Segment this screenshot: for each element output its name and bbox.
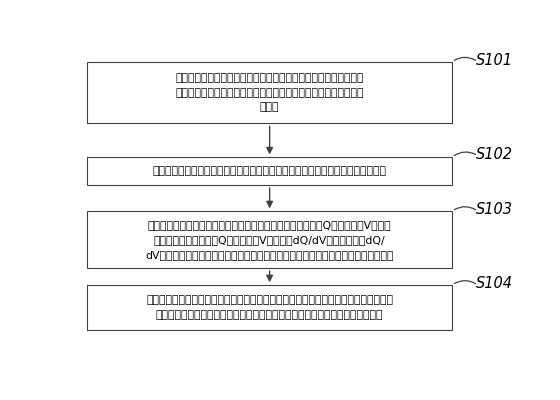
Text: 当需要测量锂离子电池电解液中的添加剂在锂离子电池的负电极或
正电极上的反应电位时，分别以负极半电池或正极半电池作为测试
单元；: 当需要测量锂离子电池电解液中的添加剂在锂离子电池的负电极或 正电极上的反应电位时… (175, 73, 364, 112)
Bar (87, 285, 452, 330)
Text: S104: S104 (476, 276, 513, 291)
Text: S103: S103 (476, 202, 513, 217)
Text: S102: S102 (476, 147, 513, 162)
Text: 对所述测试单元进行充放电测试，并同时检测所述测试单元的电池容量和电池电压: 对所述测试单元进行充放电测试，并同时检测所述测试单元的电池容量和电池电压 (153, 166, 386, 176)
Bar (87, 62, 452, 124)
Text: 根据所述测试曲线，获得该测试曲线中每个出峰的电压值，每个出峰的电压值即为锂离
子电池的电解液中所包含添加剂在锂离子电池的负电极或正电极上的反应电位。: 根据所述测试曲线，获得该测试曲线中每个出峰的电压值，每个出峰的电压值即为锂离 子… (146, 295, 393, 320)
Bar (87, 157, 452, 185)
Text: S101: S101 (476, 53, 513, 68)
Text: 对在充放电测试过程中所检测获得的所述测试单元的电池容量Q和电池电压V进行微
分处理，计算电池容量Q对电池电压V的微分值dQ/dV，以该微分值dQ/
dV作为纵坐: 对在充放电测试过程中所检测获得的所述测试单元的电池容量Q和电池电压V进行微 分处… (146, 220, 394, 260)
Bar (87, 211, 452, 268)
